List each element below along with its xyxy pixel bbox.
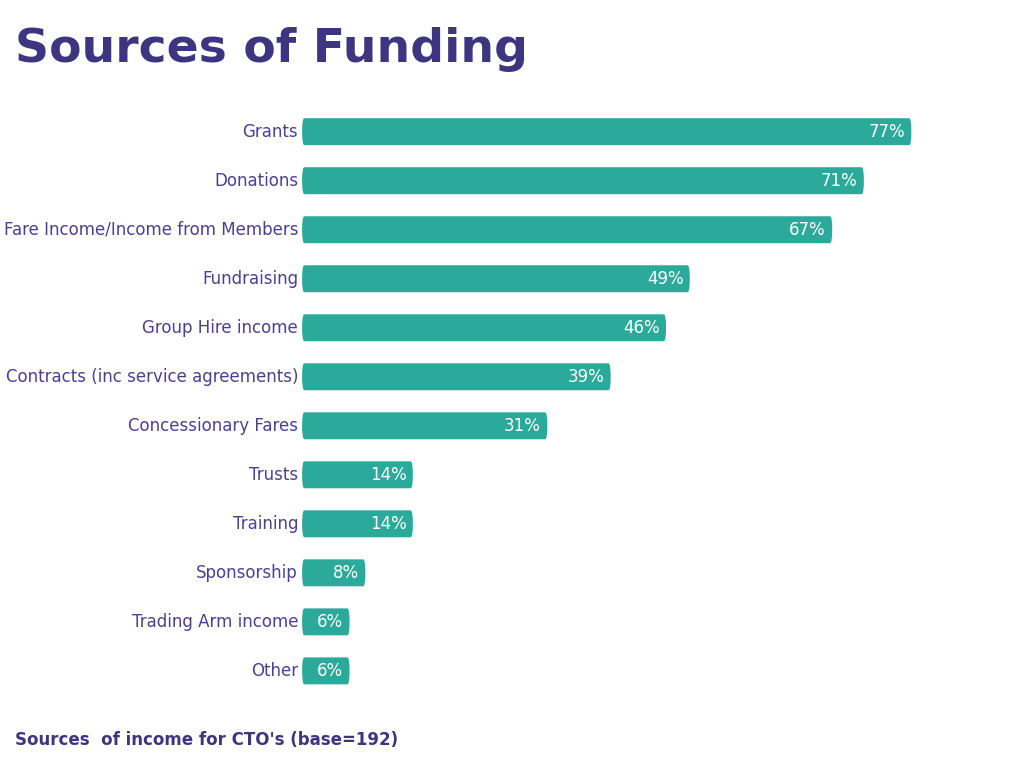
Text: Training: Training bbox=[232, 515, 298, 533]
Text: Group Hire income: Group Hire income bbox=[142, 319, 298, 336]
Text: 14%: 14% bbox=[370, 466, 407, 484]
Text: 46%: 46% bbox=[624, 319, 659, 336]
Text: 67%: 67% bbox=[790, 220, 826, 239]
Text: Concessionary Fares: Concessionary Fares bbox=[128, 417, 298, 435]
Text: Grants: Grants bbox=[243, 123, 298, 141]
Text: 8%: 8% bbox=[333, 564, 359, 582]
Text: 14%: 14% bbox=[370, 515, 407, 533]
Text: 49%: 49% bbox=[647, 270, 683, 288]
Text: Trusts: Trusts bbox=[249, 466, 298, 484]
Text: Trading Arm income: Trading Arm income bbox=[132, 613, 298, 631]
FancyBboxPatch shape bbox=[302, 265, 690, 292]
Text: Sources of Funding: Sources of Funding bbox=[15, 27, 528, 72]
Text: 77%: 77% bbox=[868, 123, 905, 141]
FancyBboxPatch shape bbox=[302, 217, 833, 243]
Text: 39%: 39% bbox=[567, 368, 604, 386]
Text: Fare Income/Income from Members: Fare Income/Income from Members bbox=[4, 220, 298, 239]
Text: Contracts (inc service agreements): Contracts (inc service agreements) bbox=[5, 368, 298, 386]
Text: 6%: 6% bbox=[317, 662, 343, 680]
FancyBboxPatch shape bbox=[302, 118, 911, 145]
FancyBboxPatch shape bbox=[302, 608, 349, 635]
FancyBboxPatch shape bbox=[302, 167, 864, 194]
FancyBboxPatch shape bbox=[302, 412, 548, 439]
FancyBboxPatch shape bbox=[302, 314, 666, 341]
Text: Other: Other bbox=[251, 662, 298, 680]
FancyBboxPatch shape bbox=[302, 559, 366, 586]
FancyBboxPatch shape bbox=[302, 462, 413, 488]
Text: Donations: Donations bbox=[214, 172, 298, 190]
FancyBboxPatch shape bbox=[302, 657, 349, 684]
Text: 6%: 6% bbox=[317, 613, 343, 631]
Text: 31%: 31% bbox=[504, 417, 541, 435]
Text: 71%: 71% bbox=[821, 172, 857, 190]
Text: Sponsorship: Sponsorship bbox=[197, 564, 298, 582]
Text: Fundraising: Fundraising bbox=[202, 270, 298, 288]
FancyBboxPatch shape bbox=[302, 363, 610, 390]
FancyBboxPatch shape bbox=[302, 511, 413, 538]
Text: Sources  of income for CTO's (base=192): Sources of income for CTO's (base=192) bbox=[15, 731, 398, 749]
